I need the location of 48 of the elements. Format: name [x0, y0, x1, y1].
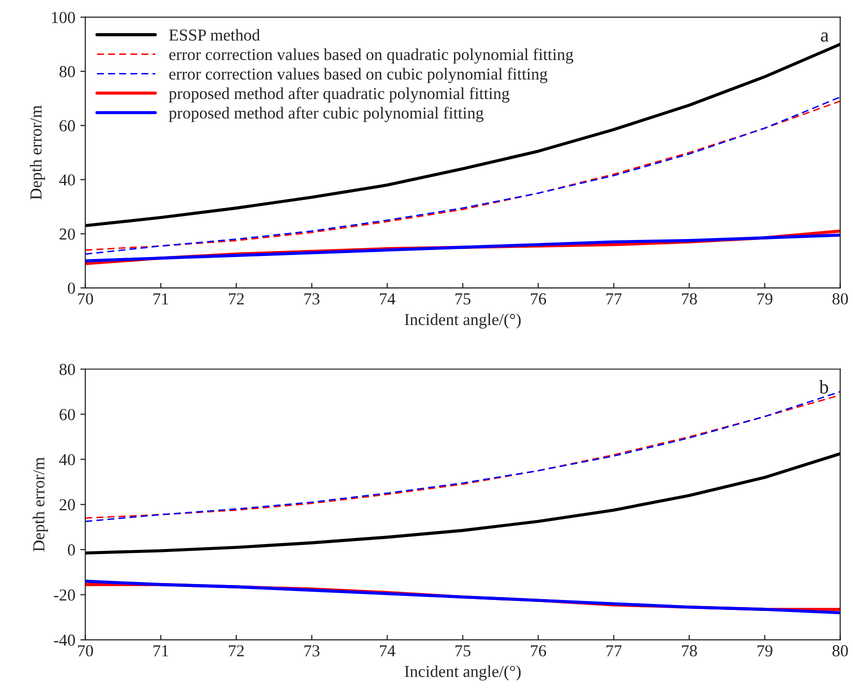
y-tick-label: 0 [68, 544, 75, 556]
x-tick-label: 73 [304, 645, 320, 656]
legend-label: proposed method after quadratic polynomial fitting [168, 87, 510, 103]
y-tick-label: 80 [60, 66, 75, 78]
y-axis-title: Depth error/m [30, 105, 46, 200]
y-tick-label: 40 [59, 454, 75, 466]
x-tick-label: 79 [757, 293, 772, 305]
y-axis-title: Depth error/m [32, 457, 48, 552]
x-tick-label: 75 [456, 645, 470, 656]
y-tick-label: -20 [54, 589, 75, 601]
x-tick-label: 78 [682, 293, 697, 305]
x-tick-label: 80 [832, 293, 848, 305]
x-axis-title: Incident angle/(°) [404, 665, 521, 681]
legend-label: proposed method after cubic polynomial fitting [168, 106, 484, 122]
x-tick-label: 72 [229, 293, 244, 304]
y-tick-label: 0 [68, 282, 75, 294]
y-tick-label: 60 [60, 408, 75, 420]
y-tick-label: -40 [54, 634, 75, 646]
line-series [85, 452, 840, 555]
y-tick-label: 20 [60, 499, 75, 510]
x-tick-label: 72 [229, 645, 244, 656]
annotation: a [820, 32, 829, 42]
x-tick-label: 71 [154, 645, 168, 656]
x-tick-label: 76 [531, 645, 546, 656]
legend-label: error correction values based on quadratic polynomial fitting [169, 48, 574, 64]
x-tick-label: 75 [456, 293, 470, 305]
x-tick-label: 70 [78, 293, 93, 305]
annotation: b [819, 380, 828, 394]
x-tick-label: 78 [682, 645, 697, 656]
x-tick-label: 74 [380, 293, 396, 304]
x-tick-label: 76 [531, 293, 546, 305]
x-tick-label: 74 [380, 645, 396, 656]
x-tick-label: 77 [606, 293, 622, 304]
y-tick-label: 20 [60, 228, 75, 240]
line-series [85, 42, 840, 228]
y-tick-label: 60 [60, 120, 75, 132]
y-tick-label: 100 [52, 12, 75, 24]
legend-label: error correction values based on cubic polynomial fitting [169, 68, 548, 84]
y-tick-label: 40 [59, 174, 75, 186]
x-tick-label: 71 [154, 293, 168, 304]
x-tick-label: 79 [757, 645, 772, 656]
x-axis-title: Incident angle/(°) [404, 313, 521, 329]
x-tick-label: 70 [78, 645, 93, 656]
legend-label: ESSP method [169, 28, 260, 41]
x-tick-label: 77 [606, 645, 622, 656]
x-tick-label: 80 [832, 645, 848, 656]
x-tick-label: 73 [304, 293, 320, 305]
y-tick-label: 80 [60, 364, 75, 376]
